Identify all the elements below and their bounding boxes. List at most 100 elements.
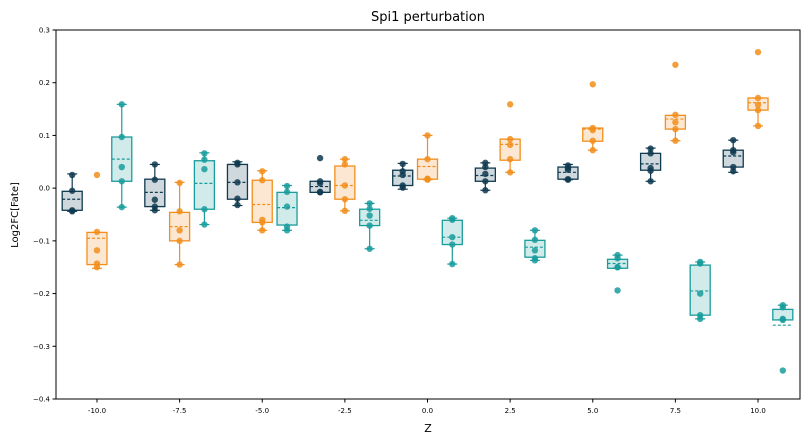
data-point xyxy=(614,264,621,271)
box xyxy=(61,171,83,215)
data-point xyxy=(341,196,349,203)
data-point xyxy=(201,221,208,228)
x-tick-label: 2.5 xyxy=(505,407,516,415)
data-point xyxy=(283,227,291,234)
data-point xyxy=(531,257,539,264)
data-point xyxy=(424,132,431,139)
box xyxy=(606,251,629,294)
data-point xyxy=(506,155,514,163)
data-point xyxy=(118,163,125,171)
box xyxy=(441,214,463,268)
data-point xyxy=(201,150,208,157)
data-point xyxy=(283,188,291,196)
x-tick-label: -2.5 xyxy=(338,407,352,415)
data-point xyxy=(151,176,159,183)
data-point xyxy=(341,161,349,168)
data-point xyxy=(176,179,183,187)
box-group xyxy=(474,101,546,264)
data-point xyxy=(482,187,489,194)
box xyxy=(111,101,133,211)
x-tick-label: -5.0 xyxy=(255,407,269,415)
y-tick-label: −0.4 xyxy=(33,396,51,404)
data-point xyxy=(93,228,101,236)
data-point xyxy=(93,247,101,254)
box-group xyxy=(722,48,794,374)
axes: 0.3 0.2 0.1 0.0 −0.1 −0.2 −0.3 −0.4 -10.0 -7.5 -5.… xyxy=(33,27,801,415)
box xyxy=(226,159,249,209)
data-point xyxy=(234,195,241,202)
data-point xyxy=(259,219,266,226)
box-group xyxy=(392,132,463,268)
data-point xyxy=(366,205,373,212)
data-point xyxy=(424,155,431,163)
data-point xyxy=(118,133,125,141)
box-group xyxy=(61,101,133,271)
box xyxy=(582,81,604,154)
data-point xyxy=(176,227,183,234)
data-point xyxy=(779,304,787,311)
data-point xyxy=(506,169,514,176)
data-point xyxy=(730,149,737,156)
data-point xyxy=(614,287,621,294)
data-point xyxy=(647,178,654,185)
data-point xyxy=(589,146,596,154)
data-point xyxy=(366,212,373,219)
box-group xyxy=(557,81,629,294)
data-point xyxy=(341,207,349,215)
data-point xyxy=(118,203,125,211)
plot-marks xyxy=(61,48,794,374)
data-point xyxy=(449,233,456,241)
data-point xyxy=(316,154,324,162)
data-point xyxy=(234,201,241,209)
data-point xyxy=(672,111,679,119)
data-point xyxy=(399,184,406,191)
box-group xyxy=(226,159,298,234)
data-point xyxy=(482,170,489,178)
box xyxy=(144,161,166,214)
data-point xyxy=(482,163,489,171)
data-point xyxy=(449,260,456,268)
data-point xyxy=(754,94,762,102)
data-point xyxy=(234,161,241,168)
data-point xyxy=(283,182,291,190)
data-point xyxy=(316,180,324,187)
data-point xyxy=(151,196,159,203)
box xyxy=(416,132,439,183)
data-point xyxy=(151,207,159,214)
data-point xyxy=(366,245,373,252)
y-axis-label: Log2FC[Fate] xyxy=(10,182,21,248)
box xyxy=(334,155,356,215)
data-point xyxy=(399,171,406,179)
data-point xyxy=(589,137,596,144)
box xyxy=(193,150,216,228)
box xyxy=(86,171,108,271)
data-point xyxy=(366,222,373,229)
x-tick-label: 10.0 xyxy=(750,407,766,415)
box xyxy=(772,301,794,374)
data-point xyxy=(672,61,679,68)
box xyxy=(557,162,579,183)
data-point xyxy=(316,189,324,196)
box xyxy=(499,101,521,176)
y-tick-label: 0.0 xyxy=(39,185,50,193)
box xyxy=(309,154,331,196)
box xyxy=(359,200,381,252)
box-group xyxy=(309,154,381,252)
data-point xyxy=(68,171,76,179)
data-point xyxy=(259,227,266,234)
data-point xyxy=(424,175,431,183)
data-point xyxy=(672,137,679,144)
data-point xyxy=(754,48,762,56)
data-point xyxy=(118,178,125,185)
box xyxy=(251,168,273,234)
data-point xyxy=(754,101,762,109)
y-tick-label: −0.1 xyxy=(33,237,50,245)
data-point xyxy=(564,176,572,183)
box xyxy=(664,61,687,144)
data-point xyxy=(449,216,456,223)
data-point xyxy=(672,125,679,133)
x-axis-label: Z xyxy=(424,422,432,435)
x-tick-label: 0.0 xyxy=(422,407,433,415)
data-point xyxy=(730,136,737,144)
